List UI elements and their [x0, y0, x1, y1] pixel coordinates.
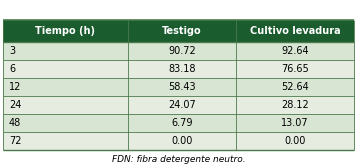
Text: 92.64: 92.64 — [281, 46, 309, 56]
Bar — [236, 96, 354, 114]
Bar — [3, 96, 127, 114]
Text: 90.72: 90.72 — [168, 46, 196, 56]
Bar — [3, 20, 127, 42]
Text: 28.12: 28.12 — [281, 100, 309, 110]
Bar — [127, 78, 236, 96]
Text: FDN: fibra detergente neutro.: FDN: fibra detergente neutro. — [112, 156, 245, 164]
Text: 24.07: 24.07 — [168, 100, 196, 110]
Bar — [236, 132, 354, 150]
Text: Cultivo levadura: Cultivo levadura — [250, 26, 341, 36]
Text: 0.00: 0.00 — [171, 136, 193, 146]
Text: 83.18: 83.18 — [168, 64, 196, 74]
Bar — [3, 114, 127, 132]
Text: 72: 72 — [9, 136, 21, 146]
Text: 13.07: 13.07 — [281, 118, 309, 128]
Text: 48: 48 — [9, 118, 21, 128]
Text: 24: 24 — [9, 100, 21, 110]
Text: 0.00: 0.00 — [285, 136, 306, 146]
Bar — [236, 60, 354, 78]
Bar — [127, 20, 236, 42]
Bar — [3, 60, 127, 78]
Bar — [236, 78, 354, 96]
Text: 6.79: 6.79 — [171, 118, 193, 128]
Bar — [236, 42, 354, 60]
Bar — [3, 42, 127, 60]
Bar — [127, 114, 236, 132]
Text: 52.64: 52.64 — [281, 82, 309, 92]
Text: 58.43: 58.43 — [168, 82, 196, 92]
Text: 12: 12 — [9, 82, 21, 92]
Bar — [3, 78, 127, 96]
Text: Testigo: Testigo — [162, 26, 202, 36]
Bar — [127, 42, 236, 60]
Text: Tiempo (h): Tiempo (h) — [35, 26, 95, 36]
Text: 3: 3 — [9, 46, 15, 56]
Bar — [3, 132, 127, 150]
Bar — [127, 96, 236, 114]
Text: 6: 6 — [9, 64, 15, 74]
Bar — [127, 60, 236, 78]
Bar — [236, 114, 354, 132]
Text: 76.65: 76.65 — [281, 64, 309, 74]
Bar — [127, 132, 236, 150]
Bar — [236, 20, 354, 42]
